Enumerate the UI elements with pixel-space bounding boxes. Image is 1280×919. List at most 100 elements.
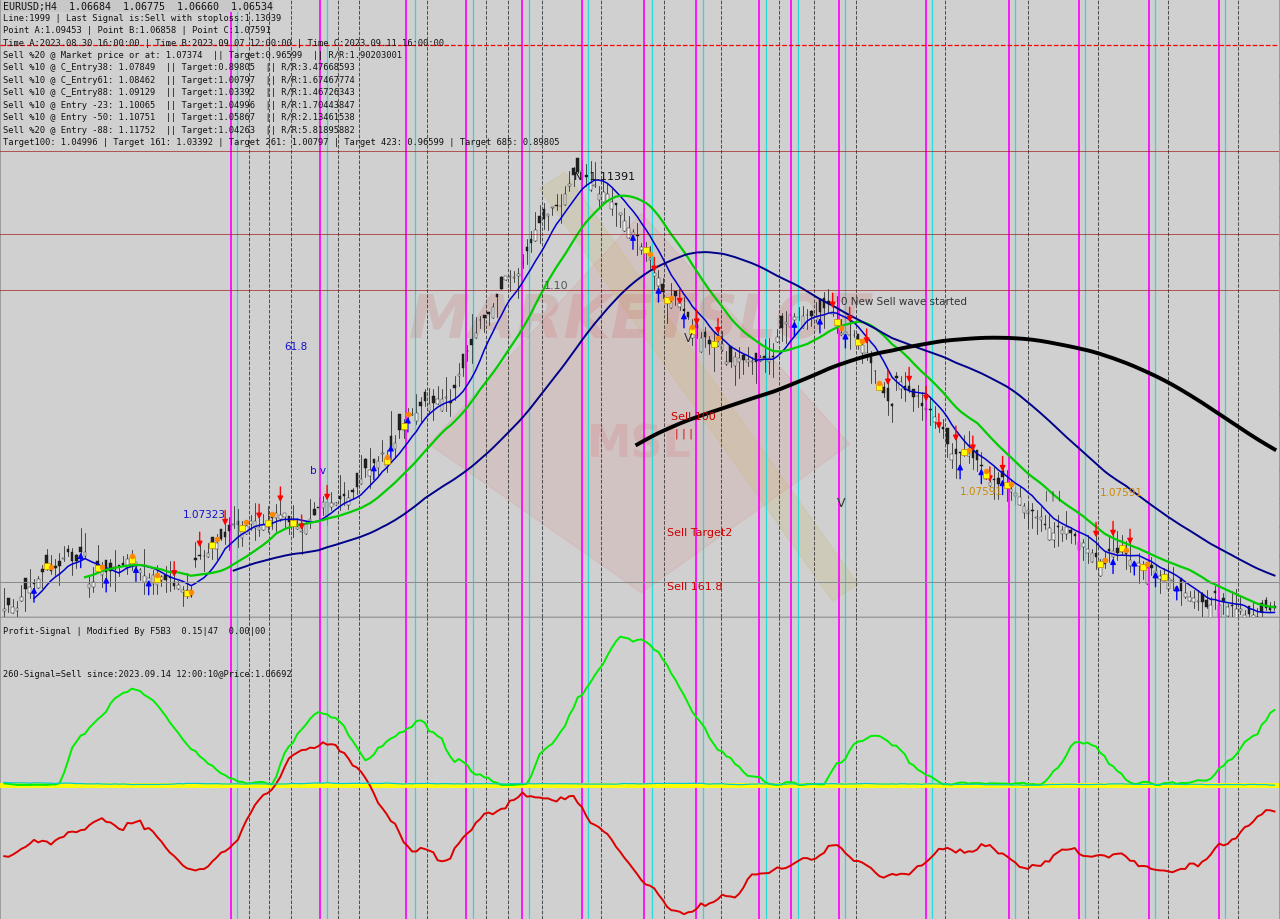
Bar [1052,533,1055,540]
Bar [177,585,179,589]
Bar [369,471,371,477]
Bar [462,355,465,369]
Bar [164,575,166,581]
Bar [195,559,197,560]
Bar [925,409,928,410]
Text: 260-Signal=Sell since:2023.09.14 12:00:10@Price:1.06692: 260-Signal=Sell since:2023.09.14 12:00:1… [3,669,292,678]
Bar [122,563,124,565]
Bar [968,455,970,456]
Bar [1137,563,1139,566]
Bar [385,461,388,466]
Bar [1226,607,1229,616]
Bar [640,247,643,250]
Bar [997,478,1000,485]
Bar [730,346,732,363]
Bar [211,538,214,546]
Text: Profit-Signal | Modified By F5B3  0.15|47  0.00|00: Profit-Signal | Modified By F5B3 0.15|47… [3,627,265,636]
Bar [504,278,507,281]
Bar [1006,486,1009,487]
Bar [568,185,571,187]
Bar [1133,563,1135,565]
Bar [140,571,142,573]
Bar [1061,530,1064,535]
Bar [275,513,278,518]
Bar [913,390,915,397]
Bar [433,397,435,403]
Bar [92,582,95,587]
Bar [620,214,622,216]
Bar [1256,618,1258,621]
Bar [96,562,99,569]
Bar [270,516,273,518]
Bar [878,388,881,389]
Bar [398,415,401,431]
Bar [614,203,617,206]
Bar [856,335,859,343]
Bar [20,597,23,601]
Bar [607,195,609,202]
Text: Sell %10 @ Entry -50: 1.10751  || Target:1.05867  || R/R:2.13461538: Sell %10 @ Entry -50: 1.10751 || Target:… [3,113,355,122]
Bar [279,516,282,519]
Bar [101,572,104,575]
Bar [669,303,672,308]
Bar [1268,607,1271,611]
Text: N  1.11391: N 1.11391 [573,172,635,182]
Bar [186,590,188,593]
Bar [360,480,362,484]
Bar [402,426,404,430]
Bar [755,354,758,362]
Bar [742,356,745,361]
Bar [67,549,69,552]
Bar [220,530,223,539]
Bar [257,528,260,530]
Bar [682,310,685,312]
Bar [691,332,694,339]
Bar [589,184,591,190]
Bar [215,543,218,550]
Bar [1230,606,1233,607]
Bar [819,301,822,312]
Bar [147,579,150,585]
Polygon shape [540,173,858,601]
Bar [1023,506,1025,513]
Bar [1027,510,1029,515]
Text: 1.07323: 1.07323 [183,509,225,519]
Bar [317,507,320,509]
Bar [946,428,948,445]
Bar [76,556,78,562]
Bar [547,215,549,217]
Bar [1065,528,1068,535]
Bar [539,216,541,224]
Bar [1213,592,1216,593]
Bar [241,528,243,539]
Bar [457,375,460,376]
Polygon shape [429,214,850,593]
Bar [708,341,710,345]
Bar [1078,542,1080,550]
Bar [105,561,108,573]
Bar [768,358,771,363]
Bar [1125,552,1128,554]
Bar [1048,528,1051,540]
Bar [801,317,804,328]
Bar [500,278,503,289]
Bar [929,409,932,411]
Bar [15,608,18,611]
Bar [1219,606,1221,617]
Bar [364,460,366,469]
Bar [50,565,52,571]
Bar [488,312,490,315]
Bar [746,360,749,363]
Bar [827,301,829,304]
Text: | | |: | | | [676,428,694,439]
Bar [1274,607,1276,608]
Bar [963,450,965,452]
Bar [308,520,311,521]
Bar [543,210,545,220]
Bar [653,274,655,277]
Bar [733,357,736,367]
Bar [895,377,897,379]
Bar [666,301,668,305]
Bar [759,358,762,361]
Bar [636,235,639,237]
